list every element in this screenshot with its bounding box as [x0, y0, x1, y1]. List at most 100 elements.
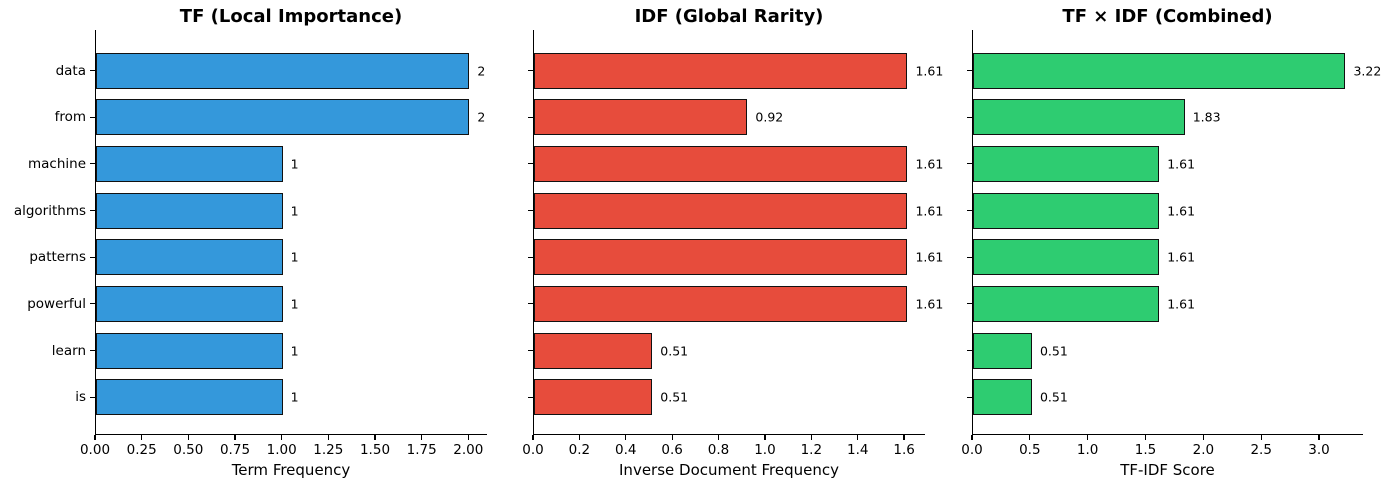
x-tick-mark [1260, 435, 1262, 440]
x-tick-mark [1318, 435, 1320, 440]
x-tick-mark [971, 435, 973, 440]
bar-is [96, 379, 283, 416]
bar-from [534, 99, 748, 136]
bar-patterns [973, 239, 1160, 276]
x-tick-label: 1.0 [754, 442, 776, 458]
x-tick-label: 0.0 [961, 442, 983, 458]
y-tick-label: powerful [27, 295, 86, 312]
x-tick-label: 0.75 [219, 442, 251, 458]
x-tick-mark [281, 435, 283, 440]
bar-value-label: 0.51 [1039, 389, 1068, 405]
bar-learn [96, 332, 283, 369]
x-tick-label: 0.25 [126, 442, 157, 458]
x-tick-label: 1.2 [800, 442, 823, 458]
y-tick-mark [528, 69, 533, 72]
chart-title: TF (Local Importance) [179, 6, 403, 27]
bar-learn [973, 332, 1032, 369]
bar-value-label: 1 [290, 389, 299, 405]
y-tick-mark [528, 349, 533, 352]
chart-title: IDF (Global Rarity) [634, 6, 824, 27]
x-tick-label: 2.00 [453, 442, 484, 458]
bar-value-label: 1.61 [915, 249, 944, 265]
y-tick-mark [967, 303, 972, 305]
y-tick-mark [90, 116, 95, 118]
x-tick-mark [578, 435, 581, 440]
x-tick-mark [1202, 435, 1204, 440]
y-tick-label: learn [51, 342, 86, 359]
x-tick-label: 1.00 [266, 442, 297, 458]
y-tick-mark [528, 209, 533, 212]
x-tick-mark [671, 435, 673, 440]
y-tick-mark [528, 303, 533, 305]
x-tick-mark [717, 435, 720, 440]
y-tick-mark [90, 396, 95, 398]
plot-area: 1.61 0.92 1.61 1.61 1.61 1.61 0.51 0.51 [533, 30, 943, 435]
bar-patterns [96, 239, 283, 276]
x-tick-mark [1144, 435, 1147, 440]
bar-value-label: 1.83 [1192, 109, 1221, 125]
bar-value-label: 1.61 [915, 63, 944, 78]
bar-value-label: 2 [477, 109, 486, 125]
x-tick-label: 0.6 [661, 442, 683, 458]
x-tick-label: 0.4 [615, 442, 637, 458]
x-tick-label: 0.50 [173, 442, 204, 458]
bar-value-label: 1 [290, 203, 299, 218]
x-tick-mark [234, 435, 236, 440]
bar-is [534, 379, 653, 416]
y-tick-mark [967, 396, 972, 398]
bar-value-label: 1 [290, 343, 299, 359]
bar-machine [96, 145, 283, 182]
x-tick-mark [421, 435, 423, 440]
y-tick-label: data [55, 62, 86, 79]
plot-area: 2 2 1 1 1 1 1 1 [95, 30, 487, 435]
y-tick-mark [528, 163, 533, 165]
x-tick-label: 0.8 [707, 442, 730, 458]
bar-value-label: 1.61 [1167, 296, 1196, 312]
y-tick-mark [528, 116, 533, 118]
y-tick-mark [90, 349, 95, 352]
x-tick-label: 1.50 [359, 442, 391, 458]
y-tick-mark [90, 303, 95, 305]
bar-is [973, 379, 1032, 416]
x-tick-label: 0.00 [79, 442, 111, 458]
x-tick-label: 1.25 [313, 442, 344, 458]
bar-value-label: 3.22 [1353, 63, 1382, 78]
x-tick-label: 2.0 [1192, 442, 1215, 458]
bar-powerful [96, 285, 283, 322]
x-axis-label: Inverse Document Frequency [619, 461, 839, 479]
bar-value-label: 0.51 [1039, 343, 1068, 359]
x-tick-label: 0.0 [522, 442, 544, 458]
y-tick-mark [528, 396, 533, 398]
y-tick-label: is [75, 389, 86, 406]
x-tick-label: 1.6 [893, 442, 915, 458]
bar-value-label: 1 [290, 249, 299, 265]
y-tick-label: from [54, 109, 86, 126]
bar-value-label: 1.61 [1167, 203, 1196, 218]
x-tick-label: 0.5 [1019, 442, 1041, 458]
bar-value-label: 1.61 [915, 296, 944, 312]
x-axis-label: Term Frequency [231, 461, 351, 479]
x-tick-label: 0.2 [568, 442, 591, 458]
bar-powerful [534, 285, 908, 322]
bar-value-label: 1 [290, 156, 299, 172]
y-tick-mark [967, 349, 972, 352]
y-tick-mark [90, 256, 95, 258]
x-tick-mark [94, 435, 96, 440]
bar-value-label: 1.61 [1167, 249, 1196, 265]
x-tick-mark [903, 435, 905, 440]
x-tick-mark [187, 435, 189, 440]
bar-value-label: 0.51 [660, 389, 689, 405]
x-tick-label: 1.75 [406, 442, 437, 458]
x-tick-mark [327, 435, 329, 440]
chart-title: TF × IDF (Combined) [1062, 6, 1273, 27]
bar-learn [534, 332, 653, 369]
x-tick-mark [374, 435, 376, 440]
bar-value-label: 1.61 [1167, 156, 1196, 172]
y-tick-mark [967, 163, 972, 165]
y-tick-mark [967, 256, 972, 258]
x-tick-label: 1.0 [1076, 442, 1099, 458]
bar-value-label: 2 [477, 63, 486, 78]
bar-algorithms [96, 192, 283, 229]
bar-patterns [534, 239, 908, 276]
